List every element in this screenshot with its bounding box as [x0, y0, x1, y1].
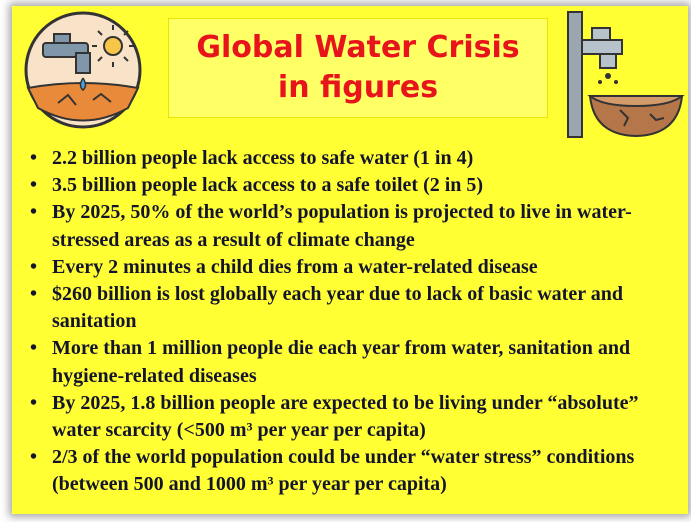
- fact-item: By 2025, 1.8 billion people are expected…: [26, 390, 686, 444]
- page: Global Water Crisis in figures 2.2 billi…: [0, 0, 691, 522]
- dry-bowl-icon: [560, 10, 685, 140]
- fact-item: 2/3 of the world population could be und…: [26, 444, 686, 498]
- fact-item: Every 2 minutes a child dies from a wate…: [26, 254, 686, 281]
- fact-item: By 2025, 50% of the world’s population i…: [26, 199, 686, 253]
- fact-item: $260 billion is lost globally each year …: [26, 281, 686, 335]
- title-box: Global Water Crisis in figures: [168, 18, 548, 118]
- fact-item: More than 1 million people die each year…: [26, 335, 686, 389]
- title-line: in figures: [278, 68, 438, 108]
- fact-item: 2.2 billion people lack access to safe w…: [26, 145, 686, 172]
- fact-list: 2.2 billion people lack access to safe w…: [26, 145, 686, 499]
- title-line: Global Water Crisis: [196, 28, 519, 68]
- faucet-sun-icon: [18, 8, 148, 133]
- fact-item: 3.5 billion people lack access to a safe…: [26, 172, 686, 199]
- card: Global Water Crisis in figures 2.2 billi…: [12, 6, 688, 514]
